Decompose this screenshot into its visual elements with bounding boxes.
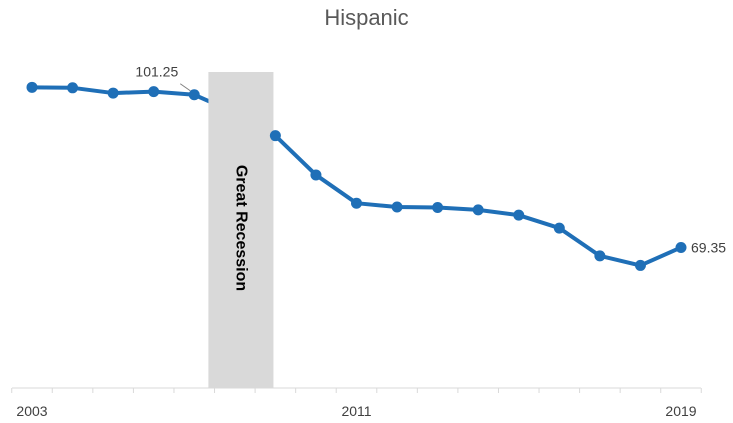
shaded-region-overlay: [208, 72, 274, 388]
data-point: [634, 259, 646, 271]
data-point: [513, 209, 525, 221]
data-point: [67, 82, 79, 94]
data-label-leader: [179, 83, 191, 92]
x-tick-label: 2011: [341, 403, 371, 419]
data-point: [472, 204, 484, 216]
data-point: [391, 201, 403, 213]
data-point: [675, 241, 687, 253]
x-tick-label: 2019: [665, 403, 696, 419]
x-tick-label: 2003: [16, 403, 47, 419]
data-point: [351, 197, 362, 209]
data-point: [188, 89, 200, 101]
series-line: [30, 85, 683, 268]
data-point: [310, 169, 322, 181]
data-point: [269, 130, 281, 142]
shaded-region-label: Great Recession: [233, 165, 250, 291]
data-label: 101.25: [135, 64, 178, 80]
data-point: [432, 201, 444, 213]
data-point: [553, 222, 565, 234]
data-point: [594, 250, 606, 262]
chart-title: Hispanic: [324, 5, 409, 30]
data-point: [107, 87, 119, 99]
data-point: [26, 81, 38, 93]
data-point: [148, 86, 160, 98]
data-label: 69.35: [691, 239, 726, 255]
